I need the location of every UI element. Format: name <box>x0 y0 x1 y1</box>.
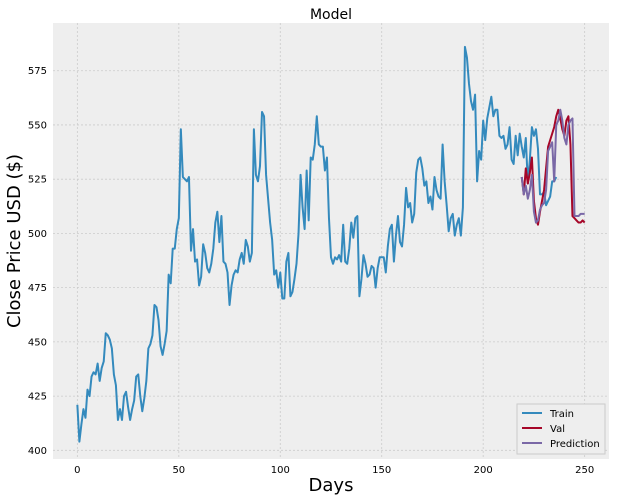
y-tick-label: 525 <box>28 175 47 186</box>
x-tick-label: 50 <box>172 465 185 476</box>
legend: Train Val Prediction <box>516 403 606 455</box>
y-tick-label: 475 <box>28 283 47 294</box>
series-train-line <box>76 45 558 443</box>
y-axis-label: Close Price USD ($) <box>4 154 25 328</box>
x-tick-label: 250 <box>575 465 594 476</box>
series-val-line <box>520 108 586 226</box>
legend-label: Prediction <box>550 439 600 450</box>
x-tick-label: 150 <box>372 465 391 476</box>
x-tick-label: 100 <box>271 465 290 476</box>
series-prediction-line <box>520 108 585 224</box>
x-tick-label: 200 <box>474 465 493 476</box>
grid <box>53 23 609 459</box>
series-layer <box>76 45 586 443</box>
y-tick-label: 450 <box>28 337 47 348</box>
legend-label: Val <box>550 424 565 435</box>
y-tick-label: 425 <box>28 392 47 403</box>
x-axis-label: Days <box>309 475 354 496</box>
legend-label: Train <box>549 409 574 420</box>
y-tick-label: 575 <box>28 66 47 77</box>
chart-title: Model <box>310 7 352 23</box>
ticks: 0 50 100 150 200 250 400 425 450 475 500 525 550 575 <box>28 66 594 476</box>
x-tick-label: 0 <box>74 465 80 476</box>
y-tick-label: 550 <box>28 120 47 131</box>
y-tick-label: 400 <box>28 446 47 457</box>
y-tick-label: 500 <box>28 229 47 240</box>
